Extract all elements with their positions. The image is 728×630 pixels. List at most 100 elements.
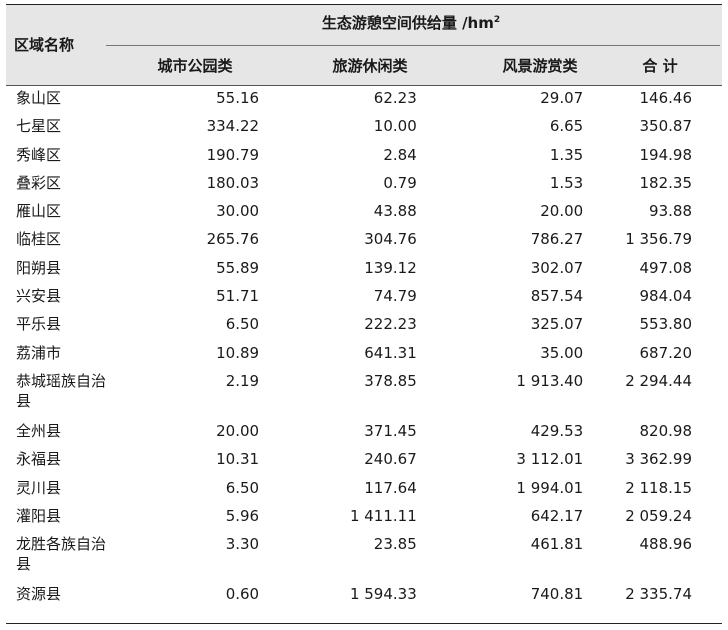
region-name-cell: 荔浦市 <box>16 343 62 362</box>
tourism-leisure-value-cell: 23.85 <box>373 535 417 554</box>
scenic-value-cell: 302.07 <box>530 258 584 277</box>
tourism-leisure-value-cell: 240.67 <box>364 450 417 469</box>
column-header-city-park: 城市公园类 <box>157 57 233 75</box>
scenic-value-cell: 1.53 <box>549 173 584 192</box>
total-value-cell: 350.87 <box>639 117 693 136</box>
tourism-leisure-value-cell: 371.45 <box>364 421 417 440</box>
scenic-value-cell: 857.54 <box>530 287 584 306</box>
region-name-cell: 秀峰区 <box>16 145 62 164</box>
total-value-cell: 93.88 <box>649 202 692 221</box>
tourism-leisure-value-cell: 1 411.11 <box>349 506 417 525</box>
table-row: 象山区 55.16 62.23 29.07 146.46 <box>6 88 722 116</box>
tourism-leisure-value-cell: 62.23 <box>373 89 417 107</box>
total-value-cell: 194.98 <box>639 145 693 164</box>
scenic-value-cell: 20.00 <box>540 202 584 221</box>
city-park-value-cell: 55.16 <box>216 89 260 107</box>
region-name-cell: 灌阳县 <box>16 506 62 525</box>
city-park-value-cell: 3.30 <box>225 535 260 554</box>
region-name-cell: 灵川县 <box>16 478 62 497</box>
city-park-value-cell: 6.50 <box>225 315 260 334</box>
unit-superscript: 2 <box>493 15 501 25</box>
tourism-leisure-value-cell: 378.85 <box>364 371 417 390</box>
tourism-leisure-value-cell: 641.31 <box>364 343 417 362</box>
total-value-cell: 182.35 <box>639 173 693 192</box>
region-name-cell: 象山区 <box>16 89 62 107</box>
total-value-cell: 2 294.44 <box>625 371 692 390</box>
scenic-value-cell: 35.00 <box>540 343 584 362</box>
top-rule <box>6 4 722 5</box>
scenic-value-cell: 325.07 <box>530 315 584 334</box>
city-park-value-cell: 180.03 <box>206 173 260 192</box>
city-park-value-cell: 10.31 <box>216 450 260 469</box>
city-park-value-cell: 6.50 <box>225 478 260 497</box>
tourism-leisure-value-cell: 117.64 <box>364 478 417 497</box>
scenic-value-cell: 1 994.01 <box>516 478 584 497</box>
scenic-value-cell: 1 913.40 <box>516 371 584 390</box>
tourism-leisure-value-cell: 10.00 <box>373 117 417 136</box>
city-park-value-cell: 265.76 <box>206 230 260 249</box>
table-row: 阳朔县 55.89 139.12 302.07 497.08 <box>6 258 722 286</box>
city-park-value-cell: 0.60 <box>225 585 260 604</box>
city-park-value-cell: 190.79 <box>206 145 260 164</box>
supply-group-header: 生态游憩空间供给量 /hm2 <box>104 12 718 33</box>
table-row: 荔浦市 10.89 641.31 35.00 687.20 <box>6 343 722 371</box>
region-name-cell: 临桂区 <box>16 230 62 249</box>
region-name-cell: 永福县 <box>16 450 62 469</box>
city-park-value-cell: 30.00 <box>216 202 260 221</box>
total-value-cell: 820.98 <box>639 421 693 440</box>
table-row: 灵川县 6.50 117.64 1 994.01 2 118.15 <box>6 478 722 506</box>
scenic-value-cell: 429.53 <box>530 421 584 440</box>
region-name-cell: 叠彩区 <box>16 173 62 192</box>
tourism-leisure-value-cell: 2.84 <box>383 145 417 164</box>
table-row: 雁山区 30.00 43.88 20.00 93.88 <box>6 201 722 229</box>
scenic-value-cell: 3 112.01 <box>516 450 584 469</box>
scenic-value-cell: 740.81 <box>530 585 584 604</box>
tourism-leisure-value-cell: 43.88 <box>373 202 417 221</box>
total-value-cell: 2 335.74 <box>625 585 692 604</box>
city-park-value-cell: 334.22 <box>206 117 260 136</box>
table-row: 恭城瑶族自治县 2.19 378.85 1 913.40 2 294.44 <box>6 371 722 421</box>
table-row: 平乐县 6.50 222.23 325.07 553.80 <box>6 314 722 342</box>
city-park-value-cell: 55.89 <box>216 258 260 277</box>
total-value-cell: 984.04 <box>639 287 693 306</box>
total-value-cell: 553.80 <box>639 315 693 334</box>
region-name-cell: 平乐县 <box>16 315 62 334</box>
scenic-value-cell: 6.65 <box>549 117 584 136</box>
region-name-cell: 资源县 <box>16 585 62 604</box>
scenic-value-cell: 29.07 <box>540 89 584 107</box>
column-header-scenic: 风景游赏类 <box>502 57 578 75</box>
table-row: 临桂区 265.76 304.76 786.27 1 356.79 <box>6 229 722 257</box>
region-name-cell: 全州县 <box>16 421 62 440</box>
total-value-cell: 2 059.24 <box>625 506 692 525</box>
tourism-leisure-value-cell: 222.23 <box>364 315 417 334</box>
region-name-cell: 阳朔县 <box>16 258 62 277</box>
tourism-leisure-value-cell: 304.76 <box>364 230 417 249</box>
total-value-cell: 1 356.79 <box>625 230 692 249</box>
region-name-header: 区域名称 <box>14 36 75 54</box>
scenic-value-cell: 1.35 <box>549 145 584 164</box>
table-row: 七星区 334.22 10.00 6.65 350.87 <box>6 116 722 144</box>
table-row: 资源县 0.60 1 594.33 740.81 2 335.74 <box>6 584 722 612</box>
table-row: 全州县 20.00 371.45 429.53 820.98 <box>6 421 722 449</box>
scenic-value-cell: 461.81 <box>530 535 584 554</box>
group-header-rule <box>106 45 720 46</box>
region-name-cell: 龙胜各族自治县 <box>16 535 107 574</box>
column-header-tourism-leisure: 旅游休闲类 <box>332 57 408 75</box>
table-row: 龙胜各族自治县 3.30 23.85 461.81 488.96 <box>6 534 722 584</box>
supply-group-header-text: 生态游憩空间供给量 /hm <box>321 14 494 32</box>
total-value-cell: 687.20 <box>639 343 693 362</box>
column-header-total: 合 计 <box>642 57 678 75</box>
total-value-cell: 488.96 <box>639 535 693 554</box>
table-row: 秀峰区 190.79 2.84 1.35 194.98 <box>6 145 722 173</box>
table-row: 叠彩区 180.03 0.79 1.53 182.35 <box>6 173 722 201</box>
table-body: 象山区 55.16 62.23 29.07 146.46 七星区 334.22 10.00 6.… <box>6 88 722 612</box>
total-value-cell: 497.08 <box>639 258 693 277</box>
scenic-value-cell: 786.27 <box>530 230 584 249</box>
total-value-cell: 146.46 <box>639 89 693 107</box>
table-row: 兴安县 51.71 74.79 857.54 984.04 <box>6 286 722 314</box>
scenic-value-cell: 642.17 <box>530 506 584 525</box>
tourism-leisure-value-cell: 139.12 <box>364 258 417 277</box>
city-park-value-cell: 51.71 <box>216 287 260 306</box>
table-row: 永福县 10.31 240.67 3 112.01 3 362.99 <box>6 449 722 477</box>
